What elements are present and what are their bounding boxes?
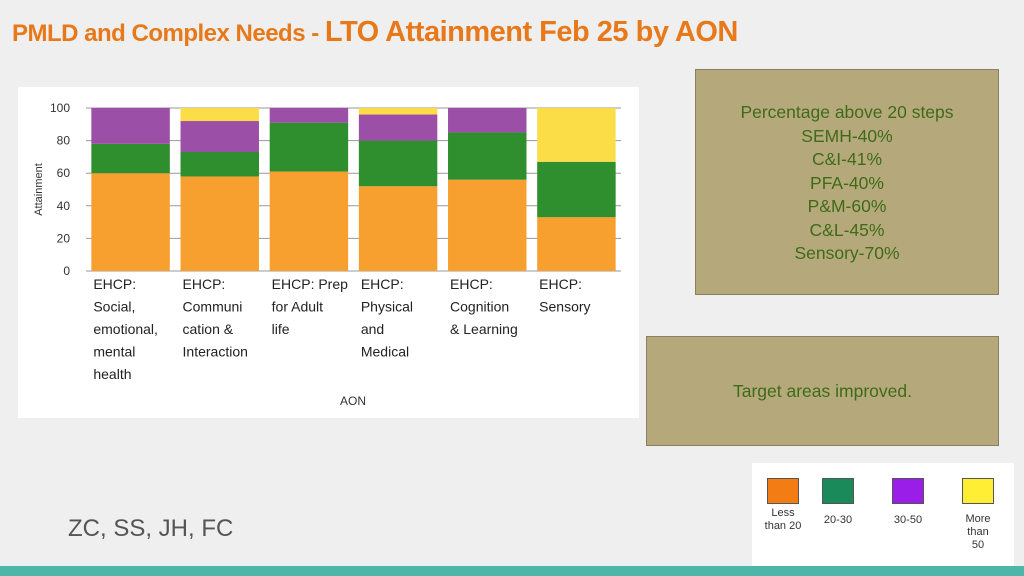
legend-label-30-50: 30-50 xyxy=(880,514,936,527)
legend-label-more-than-50: More than 50 xyxy=(950,513,1006,552)
y-axis-label: Attainment xyxy=(33,163,45,216)
info-line-pm: P&M-60% xyxy=(807,196,887,216)
bar-segment-3-1 xyxy=(358,140,438,187)
title-main: LTO Attainment Feb 25 by AON xyxy=(324,16,739,48)
bar-segment-5-3 xyxy=(537,108,616,162)
bar-segment-1-3 xyxy=(180,108,259,122)
chart-panel: 0 20 40 60 80 100 Attainment EHCP: Social, emotio… xyxy=(18,87,639,418)
bar-segment-3-3 xyxy=(358,108,438,115)
legend-label-less-than-20: Less than 20 xyxy=(755,507,811,533)
legend-label-20-30: 20-30 xyxy=(810,514,866,527)
bar-segment-0-1 xyxy=(91,143,170,174)
legend-text-1: 20-30 xyxy=(823,514,853,526)
y-tick-label-80: 80 xyxy=(57,134,71,148)
bar-segment-2-2 xyxy=(269,108,349,123)
bar-segment-0-2 xyxy=(91,108,170,144)
bar-segment-2-1 xyxy=(269,122,349,172)
legend-swatch-30-50 xyxy=(892,478,924,504)
bar-segment-3-2 xyxy=(358,114,438,141)
legend-swatch-more-than-50 xyxy=(962,478,994,504)
legend-text-0: Less than 20 xyxy=(764,507,802,532)
info-line-cl: C&L-45% xyxy=(809,219,885,240)
x-category-label-1: EHCP: Communi cation & Interaction xyxy=(183,276,248,360)
bar-segment-5-1 xyxy=(537,161,616,218)
title-prefix: PMLD and Complex Needs - xyxy=(12,20,325,47)
author-initials: ZC, SS, JH, FC xyxy=(68,515,234,542)
percentage-info-box: Percentage above 20 steps SEMH-40% C&I-4… xyxy=(695,69,999,295)
bar-segment-3-0 xyxy=(358,186,438,271)
x-category-label-3: EHCP: Physical and Medical xyxy=(361,276,413,360)
stacked-bar-chart: 0 20 40 60 80 100 Attainment EHCP: Social, emotio… xyxy=(33,101,621,408)
slide-title: PMLD and Complex Needs - LTO Attainment … xyxy=(12,12,738,49)
target-text: Target areas improved. xyxy=(733,380,912,401)
y-tick-label-60: 60 xyxy=(57,166,71,180)
info-line-sensory: Sensory-70% xyxy=(794,243,900,263)
legend-swatch-20-30 xyxy=(822,478,854,504)
legend-text-2: 30-50 xyxy=(893,514,923,526)
info-line-ci: C&I-41% xyxy=(811,149,883,169)
bar-segment-1-2 xyxy=(180,121,259,153)
bar-segment-4-1 xyxy=(448,132,527,180)
bar-segment-4-0 xyxy=(448,179,527,271)
bar-segment-1-0 xyxy=(180,176,259,271)
bar-segment-4-2 xyxy=(448,108,527,133)
info-line-pfa: PFA-40% xyxy=(810,172,884,193)
x-category-label-4: EHCP: Cognition & Learning xyxy=(450,276,518,337)
bar-segment-1-1 xyxy=(180,152,259,177)
x-axis-label: AON xyxy=(340,394,366,408)
target-areas-box: Target areas improved. xyxy=(646,336,999,446)
y-tick-label-20: 20 xyxy=(57,231,71,245)
x-category-label-2: EHCP: Prep for Adult life xyxy=(272,276,348,337)
bar-segment-2-0 xyxy=(269,171,349,271)
info-line-semh: SEMH-40% xyxy=(801,125,893,146)
legend-swatch-less-than-20 xyxy=(767,478,799,504)
bottom-accent-bar xyxy=(0,566,1024,576)
info-line-heading: Percentage above 20 steps xyxy=(740,102,954,122)
bar-segment-0-0 xyxy=(91,173,170,271)
x-category-label-5: EHCP: Sensory xyxy=(539,276,590,315)
bar-segment-5-0 xyxy=(537,217,616,271)
y-tick-label-40: 40 xyxy=(57,199,71,213)
color-legend: Less than 20 20-30 30-50 More than 50 xyxy=(752,463,1014,569)
y-tick-label-100: 100 xyxy=(50,101,70,115)
x-category-label-0: EHCP: Social, emotional, mental health xyxy=(93,276,158,382)
y-tick-label-0: 0 xyxy=(63,264,70,278)
legend-text-3: More than 50 xyxy=(965,513,991,551)
